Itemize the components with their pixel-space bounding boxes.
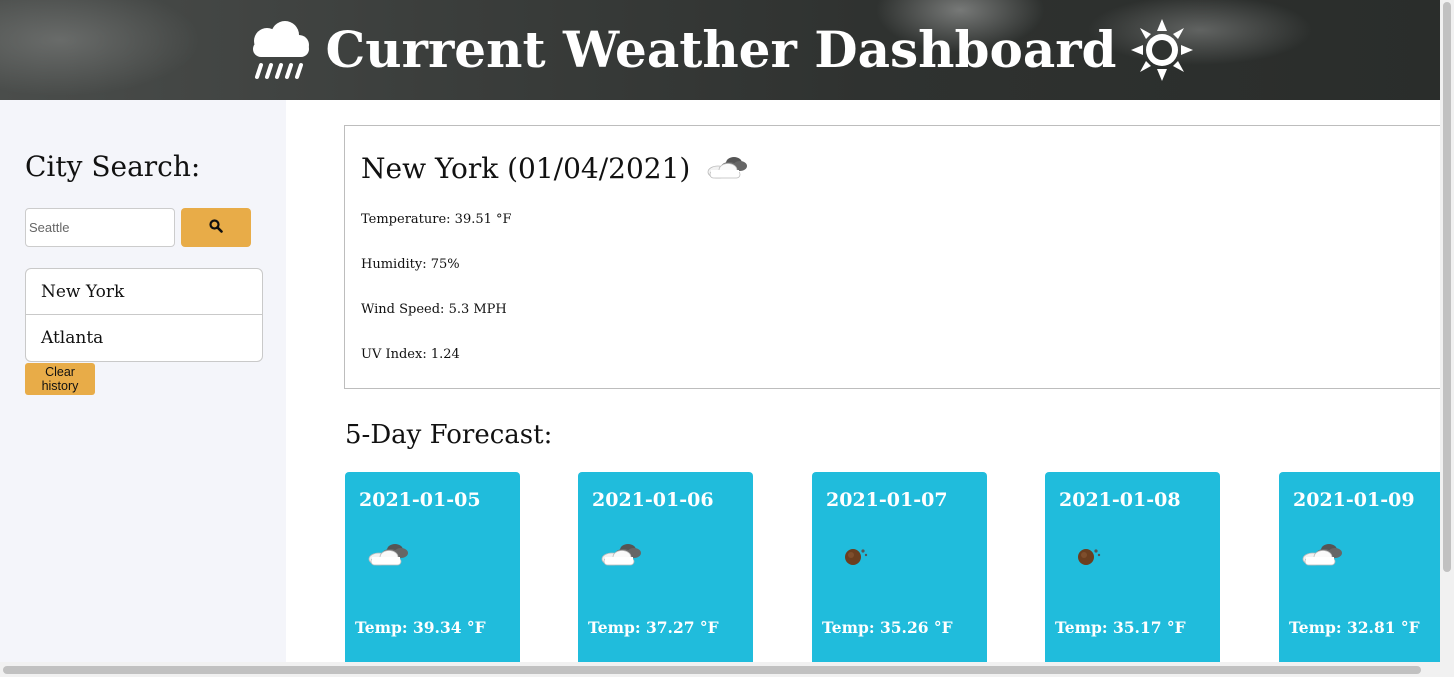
dark-moon-icon <box>1075 544 1103 572</box>
temperature-text: Temperature: 39.51 °F <box>361 212 512 227</box>
forecast-date: 2021-01-07 <box>826 489 948 511</box>
history-item-new-york[interactable]: New York <box>26 269 262 315</box>
forecast-card: 2021-01-06 Temp: 37.27 °F <box>578 472 753 672</box>
rain-cloud-icon <box>245 19 313 81</box>
cloudy-icon <box>598 540 642 572</box>
forecast-temp: Temp: 37.27 °F <box>588 618 719 637</box>
forecast-date: 2021-01-08 <box>1059 489 1181 511</box>
page-header: Current Weather Dashboard <box>0 0 1440 100</box>
forecast-card: 2021-01-07 Temp: 35.26 °F <box>812 472 987 672</box>
forecast-date: 2021-01-09 <box>1293 489 1415 511</box>
forecast-card: 2021-01-09 Temp: 32.81 °F <box>1279 472 1454 672</box>
forecast-date: 2021-01-06 <box>592 489 714 511</box>
forecast-card: 2021-01-05 Temp: 39.34 °F <box>345 472 520 672</box>
search-history-list: New York Atlanta <box>25 268 263 362</box>
current-weather-card: New York (01/04/2021) Temperature: 39.51… <box>344 125 1454 389</box>
horizontal-scrollbar[interactable] <box>0 662 1454 677</box>
history-item-atlanta[interactable]: Atlanta <box>41 328 104 348</box>
uv-index-text: UV Index: 1.24 <box>361 347 460 362</box>
city-search-input[interactable] <box>25 208 175 247</box>
cloudy-icon <box>1299 540 1343 572</box>
forecast-temp: Temp: 35.17 °F <box>1055 618 1186 637</box>
sun-icon <box>1129 17 1195 83</box>
horizontal-scroll-thumb[interactable] <box>3 666 1421 674</box>
search-button[interactable] <box>181 208 251 247</box>
cloudy-icon <box>365 540 409 572</box>
forecast-card: 2021-01-08 Temp: 35.17 °F <box>1045 472 1220 672</box>
forecast-date: 2021-01-05 <box>359 489 481 511</box>
city-search-title: City Search: <box>25 150 201 183</box>
vertical-scroll-thumb[interactable] <box>1443 2 1451 572</box>
city-date-heading: New York (01/04/2021) <box>361 152 691 185</box>
search-icon <box>209 219 223 236</box>
forecast-title: 5-Day Forecast: <box>345 420 553 450</box>
page-title: Current Weather Dashboard <box>325 20 1117 79</box>
dark-moon-icon <box>842 544 870 572</box>
forecast-temp: Temp: 35.26 °F <box>822 618 953 637</box>
cloudy-icon <box>704 153 748 185</box>
clear-history-button[interactable]: Clear history <box>25 363 95 395</box>
vertical-scrollbar[interactable] <box>1440 0 1454 662</box>
forecast-temp: Temp: 32.81 °F <box>1289 618 1420 637</box>
forecast-temp: Temp: 39.34 °F <box>355 618 486 637</box>
sidebar: City Search: New York Atlanta Clear hist… <box>0 100 286 662</box>
humidity-text: Humidity: 75% <box>361 257 460 272</box>
wind-speed-text: Wind Speed: 5.3 MPH <box>361 302 507 317</box>
